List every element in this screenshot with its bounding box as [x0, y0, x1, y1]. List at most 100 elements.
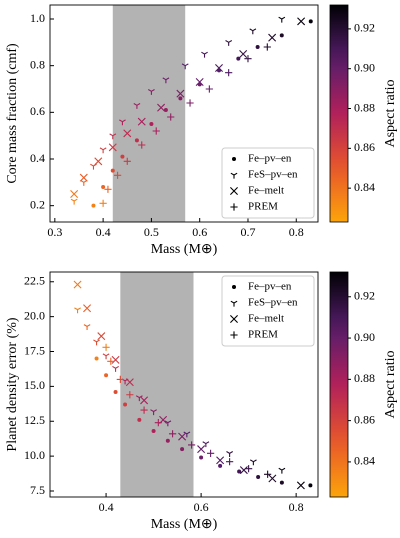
marker-dot [199, 455, 204, 460]
marker-plus [263, 43, 271, 51]
marker-tri [93, 339, 100, 346]
marker-dot [120, 154, 125, 159]
shaded-span [112, 5, 186, 222]
marker-plus [123, 157, 131, 165]
marker-dot [104, 373, 109, 378]
point [70, 198, 78, 205]
marker-x [176, 89, 185, 98]
point [205, 85, 213, 93]
point [249, 28, 257, 35]
marker-plus [230, 203, 238, 211]
marker-plus [205, 85, 213, 93]
marker-dot [137, 417, 142, 422]
point [308, 483, 313, 488]
marker-dot [178, 96, 183, 101]
marker-plus [102, 343, 110, 351]
point [236, 56, 241, 61]
marker-tri [249, 28, 257, 35]
colorbar-tick-label: 0.84 [354, 454, 375, 468]
point [239, 50, 248, 58]
legend-box [221, 275, 315, 347]
point [147, 89, 155, 95]
point [137, 117, 146, 126]
marker-tri [249, 459, 257, 466]
point [207, 449, 215, 457]
point [245, 465, 253, 473]
marker-x [239, 466, 248, 475]
marker-tri [201, 51, 208, 58]
marker-x [216, 456, 225, 465]
point [73, 280, 82, 289]
legend-label: PREM [248, 201, 278, 213]
point [123, 129, 132, 138]
x-axis-label: Mass (M⊕) [151, 242, 218, 257]
marker-plus [167, 113, 175, 121]
point [114, 171, 122, 179]
y-tick-label: 0.8 [30, 57, 45, 71]
point [297, 17, 306, 26]
marker-tri [181, 63, 189, 70]
y-tick-label: 10.0 [24, 448, 45, 462]
marker-x [111, 355, 120, 364]
colorbar-tick-label: 0.90 [354, 330, 375, 344]
colorbar-tick-label: 0.92 [354, 289, 375, 303]
marker-tri [278, 16, 286, 23]
legend-label: Fe–pv–en [248, 153, 292, 165]
point [218, 463, 223, 468]
legend-label: FeS–pv–en [248, 169, 298, 181]
marker-dot [134, 138, 139, 143]
y-tick-label: 20.0 [24, 308, 45, 322]
marker-plus [186, 99, 194, 107]
marker-x [239, 50, 248, 58]
point [97, 332, 106, 341]
marker-dot [236, 56, 241, 61]
point [112, 365, 119, 372]
point [102, 343, 110, 351]
marker-plus [225, 69, 233, 77]
point [108, 143, 117, 152]
point [167, 113, 175, 121]
marker-x [296, 481, 305, 490]
point [123, 402, 128, 407]
marker-x [178, 432, 187, 441]
point [104, 185, 112, 193]
plot-frame [49, 4, 319, 223]
marker-tri [230, 300, 238, 307]
point [230, 187, 238, 195]
point [186, 99, 194, 107]
marker-plus [107, 357, 115, 365]
point [113, 389, 118, 394]
point [279, 33, 284, 38]
point [116, 375, 124, 384]
point [239, 466, 248, 475]
point [226, 451, 234, 457]
point [232, 285, 236, 289]
point [83, 304, 92, 313]
point [255, 45, 260, 49]
point [230, 300, 238, 307]
point [168, 430, 177, 438]
point [152, 127, 160, 135]
colorbar-label: Aspect ratio [383, 79, 398, 147]
point [244, 55, 252, 63]
point [278, 467, 286, 474]
colorbar-label: Aspect ratio [383, 350, 398, 418]
marker-dot [279, 480, 284, 485]
point [215, 64, 223, 72]
point [237, 469, 242, 474]
colorbar [329, 4, 349, 223]
marker-x [157, 103, 166, 112]
point [249, 459, 257, 466]
point [230, 315, 238, 323]
point [230, 331, 238, 339]
legend-label: PREM [248, 329, 278, 341]
x-tick-label: 0.6 [192, 225, 207, 239]
marker-x [125, 378, 134, 387]
marker-dot [94, 356, 99, 361]
point [74, 307, 81, 314]
x-tick-label: 0.8 [289, 225, 304, 239]
marker-tri [83, 324, 91, 331]
marker-plus [264, 470, 272, 478]
marker-plus [230, 331, 238, 339]
